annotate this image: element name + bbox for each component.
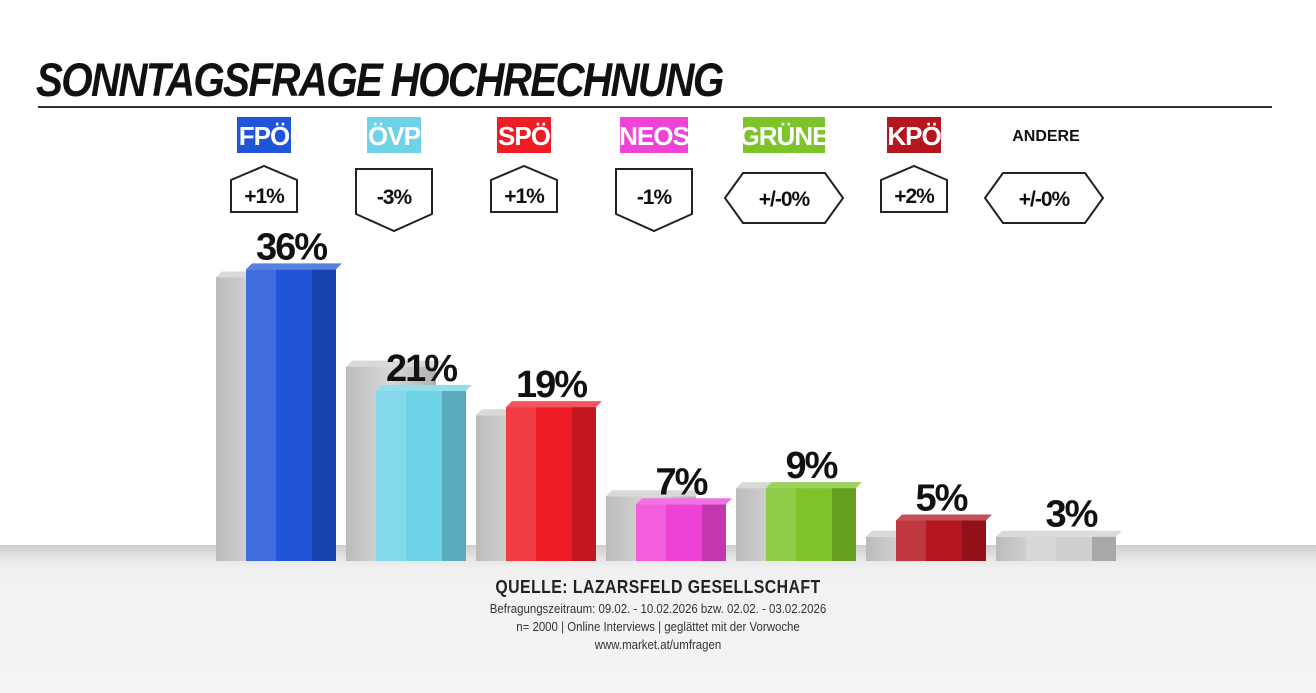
party-label-neos: NEOS [619,121,689,151]
change-label-neos: -1% [637,186,673,209]
page-title: SONNTAGSFRAGE HOCHRECHNUNG [36,53,724,106]
party-label-bg-fp [237,117,291,153]
value-label-vp: 21% [386,348,457,390]
change-badge-neos [615,168,693,233]
bar-highlight-andere [1026,536,1056,561]
party-label-bg-vp [367,117,421,153]
change-badge-grne [723,172,845,224]
change-badge-vp [355,168,433,233]
bar-side-fp [312,269,336,561]
bar-side-sp [572,407,596,561]
bar-highlight-vp [376,390,406,561]
party-label-bg-sp [497,117,551,153]
change-label-fp: +1% [244,185,285,208]
party-label-bg-grne [743,117,825,153]
party-label-bg-neos [620,117,688,153]
bar-top-grne [766,482,862,489]
bar-highlight-kp [896,520,926,561]
bar-top-vp [376,384,472,391]
change-label-kp: +2% [894,185,935,208]
source-period: Befragungszeitraum: 09.02. - 10.02.2026 … [489,601,827,616]
party-label-grne: GRÜNE [740,121,830,151]
party-label-bg-kp [887,117,941,153]
value-label-neos: 7% [656,461,708,503]
party-label-fp: FPÖ [239,121,290,151]
bar-side-vp [442,390,466,561]
party-label-sp: SPÖ [498,121,551,151]
bar-side-kp [962,520,986,561]
change-badge-andere [983,172,1105,224]
bar-top-kp [896,514,992,521]
bar-highlight-grne [766,488,796,561]
value-label-grne: 9% [786,445,838,487]
change-badge-kp [880,164,948,213]
previous-bar-top-vp [346,360,442,367]
bar-highlight-fp [246,269,276,561]
bar-top-fp [246,263,342,270]
value-label-fp: 36% [256,226,327,268]
change-label-sp: +1% [504,185,545,208]
change-badge-fp [230,164,298,213]
bar-highlight-sp [506,407,536,561]
party-label-andere: ANDERE [1012,128,1080,145]
bar-side-andere [1092,536,1116,561]
change-label-grne: +/-0% [759,188,811,211]
party-label-vp: ÖVP [368,121,421,151]
party-label-kp: KPÖ [887,121,941,151]
value-label-kp: 5% [916,478,968,520]
title-divider [38,106,1272,108]
value-label-sp: 19% [516,364,587,406]
bar-side-neos [702,504,726,561]
change-badge-sp [490,164,558,213]
bar-top-andere [1026,530,1122,537]
source-url: www.market.at/umfragen [594,637,722,652]
change-label-andere: +/-0% [1019,188,1071,211]
source-heading: QUELLE: LAZARSFELD GESELLSCHAFT [495,577,821,597]
floor-shadow [0,545,1316,693]
bar-top-neos [636,498,732,505]
source-block: QUELLE: LAZARSFELD GESELLSCHAFT Befragun… [0,577,1316,652]
previous-bar-top-neos [606,490,702,497]
bar-side-grne [832,488,856,561]
change-label-vp: -3% [377,186,413,209]
bar-top-sp [506,401,602,408]
bar-highlight-neos [636,504,666,561]
value-label-andere: 3% [1046,494,1098,536]
source-sample: n= 2000 | Online Interviews | geglättet … [516,619,800,634]
